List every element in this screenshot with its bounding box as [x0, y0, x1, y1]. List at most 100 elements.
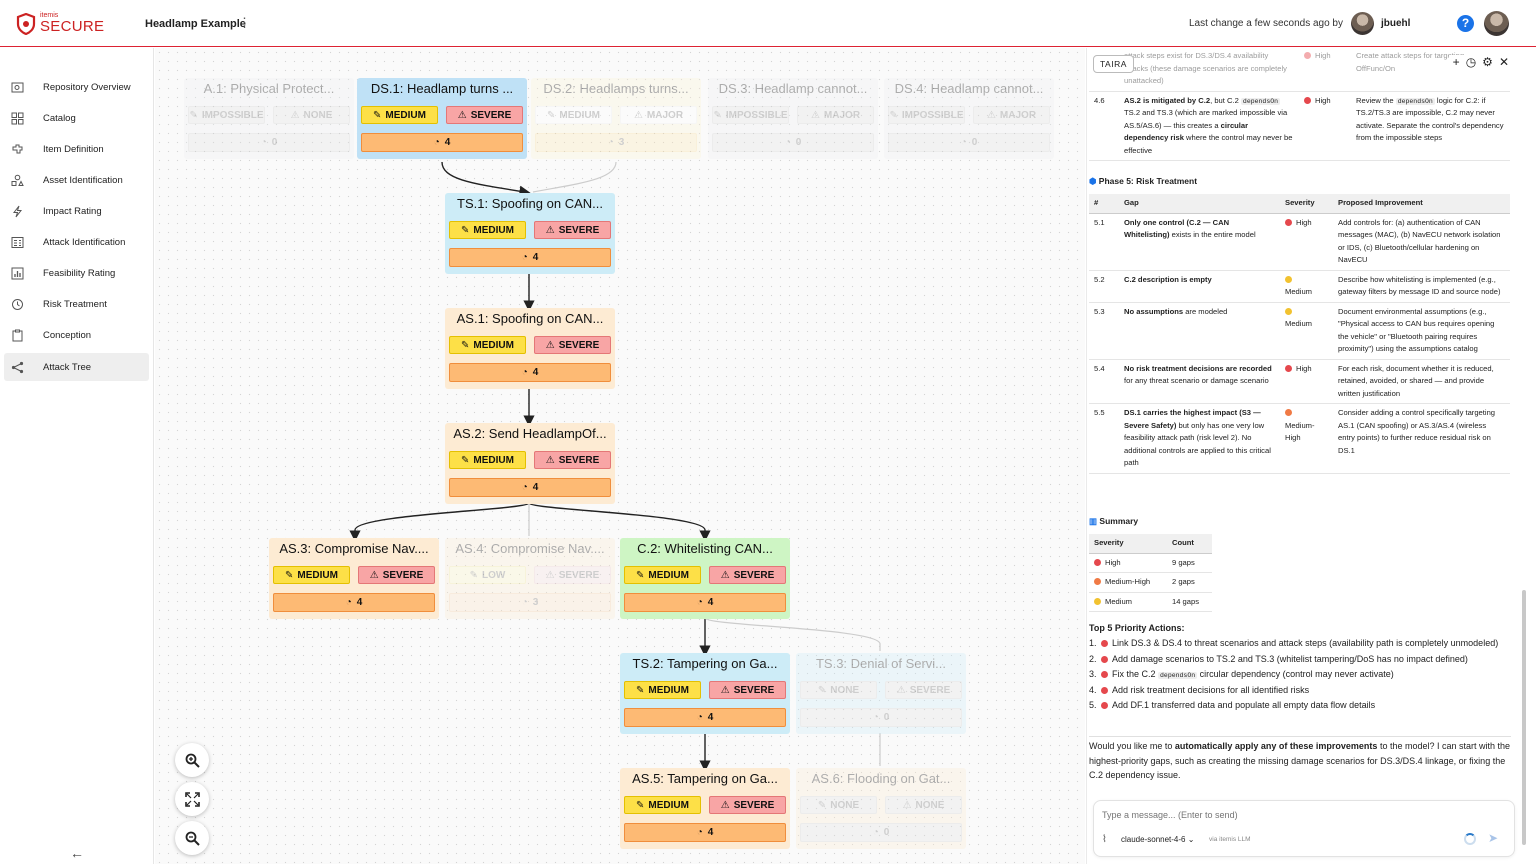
message-input[interactable] — [1102, 810, 1502, 820]
tree-node[interactable]: AS.1: Spoofing on CAN... ✎ MEDIUM ⚠ SEVERE… — [445, 308, 615, 389]
tree-node[interactable]: DS.4: Headlamp cannot... ✎ IMPOSSIBLE ⚠ MA… — [884, 78, 1054, 159]
sidebar-item-asset-identification[interactable]: Asset Identification — [4, 166, 149, 194]
fit-view-icon — [184, 791, 200, 807]
sidebar-item-attack-identification[interactable]: Attack Identification — [4, 228, 149, 256]
sidebar-item-repository-overview[interactable]: Repository Overview — [4, 73, 149, 101]
tree-node[interactable]: C.2: Whitelisting CAN... ✎ MEDIUM ⚠ SEVERE… — [620, 538, 790, 619]
history-icon[interactable]: ◷ — [1465, 55, 1477, 69]
node-title: DS.2: Headlamps turns... — [543, 81, 689, 96]
add-icon[interactable]: + — [1452, 55, 1460, 69]
risk-badge: ◔ 4 — [624, 593, 786, 612]
tree-node[interactable]: DS.3: Headlamp cannot... ✎ IMPOSSIBLE ⚠ MA… — [708, 78, 878, 159]
sidebar-item-label: Attack Tree — [43, 361, 92, 373]
impact-value: SEVERE — [558, 569, 600, 581]
send-icon[interactable]: ➤ — [1488, 831, 1499, 845]
zoom-in-button[interactable] — [175, 743, 209, 777]
list-item: 3. Fix the C.2 dependsOn circular depende… — [1089, 669, 1394, 680]
tree-node[interactable]: A.1: Physical Protect... ✎ IMPOSSIBLE ⚠ NO… — [184, 78, 354, 159]
sidebar-item-feasibility-rating[interactable]: Feasibility Rating — [4, 259, 149, 287]
sidebar-item-risk-treatment[interactable]: Risk Treatment — [4, 290, 149, 318]
tree-node[interactable]: TS.3: Denial of Servi... ✎ NONE ⚠ SEVERE ◔… — [796, 653, 966, 734]
help-icon[interactable]: ? — [1457, 15, 1474, 32]
feasibility-value: MEDIUM — [473, 224, 514, 236]
improvement-cell: Add controls for: (a) authentication of … — [1333, 213, 1510, 271]
zoom-out-button[interactable] — [175, 821, 209, 855]
severity-dot — [1304, 96, 1311, 104]
gauge-icon: ◔ — [433, 137, 440, 148]
table-row: High 9 gaps — [1089, 553, 1212, 574]
chat-scroll-area[interactable]: TAIRA + ◷ ⚙ ✕ attack steps exist for DS.… — [1087, 48, 1521, 798]
fit-view-button[interactable] — [175, 782, 209, 816]
impact-value: SEVERE — [733, 684, 775, 696]
collapse-sidebar-button[interactable]: ← — [70, 845, 84, 861]
list-item: 4. Add risk treatment decisions for all i… — [1089, 684, 1310, 695]
attach-icon[interactable]: ⌇ — [1102, 834, 1107, 845]
table-row: Medium 14 gaps — [1089, 592, 1212, 613]
severity-cell: Medium-High — [1280, 403, 1333, 474]
risk-value: 4 — [707, 712, 714, 723]
tree-node[interactable]: TS.1: Spoofing on CAN... ✎ MEDIUM ⚠ SEVERE… — [445, 193, 615, 274]
feasibility-badge: ✎ LOW — [449, 566, 526, 584]
node-title: DS.3: Headlamp cannot... — [718, 81, 868, 96]
feasibility-icon: ✎ — [713, 109, 722, 121]
app-logo[interactable]: itemis SECURE — [16, 12, 104, 35]
chat-toolbar: + ◷ ⚙ ✕ — [1448, 55, 1509, 69]
tree-node[interactable]: AS.4: Compromise Nav.... ✎ LOW ⚠ SEVERE ◔ 3 — [445, 538, 615, 619]
feasibility-badge: ✎ IMPOSSIBLE — [188, 106, 265, 124]
improvement-cell: For each risk, document whether it is re… — [1333, 359, 1510, 405]
impact-icon: ⚠ — [633, 109, 643, 121]
severity-cell: High — [1299, 48, 1351, 92]
tree-node[interactable]: AS.2: Send HeadlampOf... ✎ MEDIUM ⚠ SEVERE… — [445, 423, 615, 504]
node-title: C.2: Whitelisting CAN... — [637, 541, 773, 556]
impact-badge: ⚠ SEVERE — [446, 106, 523, 124]
feasibility-value: MEDIUM — [559, 109, 600, 121]
tree-node[interactable]: AS.6: Flooding on Gat... ✎ NONE ⚠ NONE ◔ 0 — [796, 768, 966, 849]
user-avatar[interactable] — [1484, 11, 1509, 36]
sidebar-item-catalog[interactable]: Catalog — [4, 104, 149, 132]
risk-value: 0 — [971, 137, 978, 148]
impact-badge: ⚠ SEVERE — [709, 796, 786, 814]
risk-badge: ◔ 4 — [624, 708, 786, 727]
scrollbar-thumb[interactable] — [1522, 590, 1526, 845]
close-icon[interactable]: ✕ — [1498, 55, 1509, 69]
impact-badge: ⚠ NONE — [885, 796, 962, 814]
settings-icon[interactable]: ⚙ — [1482, 55, 1493, 69]
risk-badge: ◔ 4 — [361, 133, 523, 152]
risk-value: 0 — [795, 137, 802, 148]
feasibility-badge: ✎ IMPOSSIBLE — [712, 106, 789, 124]
tree-node[interactable]: TS.2: Tampering on Ga... ✎ MEDIUM ⚠ SEVERE… — [620, 653, 790, 734]
impact-icon: ⚠ — [810, 109, 820, 121]
summary-heading: ▥ Summary — [1089, 516, 1139, 526]
attack-tree-canvas[interactable]: A.1: Physical Protect... ✎ IMPOSSIBLE ⚠ NO… — [155, 48, 1085, 864]
tree-node[interactable]: AS.3: Compromise Nav.... ✎ MEDIUM ⚠ SEVERE… — [269, 538, 439, 619]
item-definition-icon — [12, 144, 23, 153]
model-selector[interactable]: claude-sonnet-4-6 ⌄ — [1121, 835, 1195, 844]
gauge-icon: ◔ — [872, 827, 879, 838]
list-item: 5. Add DF.1 transferred data and populate… — [1089, 700, 1376, 711]
feasibility-value: NONE — [830, 684, 860, 696]
tree-node[interactable]: DS.1: Headlamp turns ... ✎ MEDIUM ⚠ SEVERE… — [357, 78, 527, 159]
project-menu-button[interactable]: ⋮ — [238, 15, 251, 30]
sidebar-item-label: Conception — [43, 329, 92, 341]
severity-dot — [1285, 218, 1292, 226]
feasibility-badge: ✎ NONE — [800, 681, 877, 699]
row-number: 5.3 — [1089, 302, 1119, 360]
risk-badge: ◔ 4 — [449, 363, 611, 382]
sidebar-item-item-definition[interactable]: Item Definition — [4, 135, 149, 163]
sidebar-item-label: Asset Identification — [43, 174, 123, 186]
top-bar: itemis SECURE Headlamp Example ⋮ Last ch… — [0, 0, 1536, 47]
impact-icon: ⚠ — [545, 454, 555, 466]
feasibility-badge: ✎ MEDIUM — [624, 796, 701, 814]
sidebar-item-label: Impact Rating — [43, 205, 102, 217]
sidebar-item-conception[interactable]: Conception — [4, 321, 149, 349]
sidebar-item-impact-rating[interactable]: Impact Rating — [4, 197, 149, 225]
impact-value: MAJOR — [823, 109, 861, 121]
tree-node[interactable]: AS.5: Tampering on Ga... ✎ MEDIUM ⚠ SEVERE… — [620, 768, 790, 849]
list-item: 1. Link DS.3 & DS.4 to threat scenarios a… — [1089, 638, 1499, 649]
summary-table: Severity Count High 9 gaps Medium-High 2… — [1089, 534, 1212, 613]
feasibility-icon: ✎ — [461, 339, 470, 351]
gauge-icon: ◔ — [260, 137, 267, 148]
tree-node[interactable]: DS.2: Headlamps turns... ✎ MEDIUM ⚠ MAJOR … — [531, 78, 701, 159]
sidebar-item-attack-tree[interactable]: Attack Tree — [4, 353, 149, 381]
impact-value: SEVERE — [558, 224, 600, 236]
